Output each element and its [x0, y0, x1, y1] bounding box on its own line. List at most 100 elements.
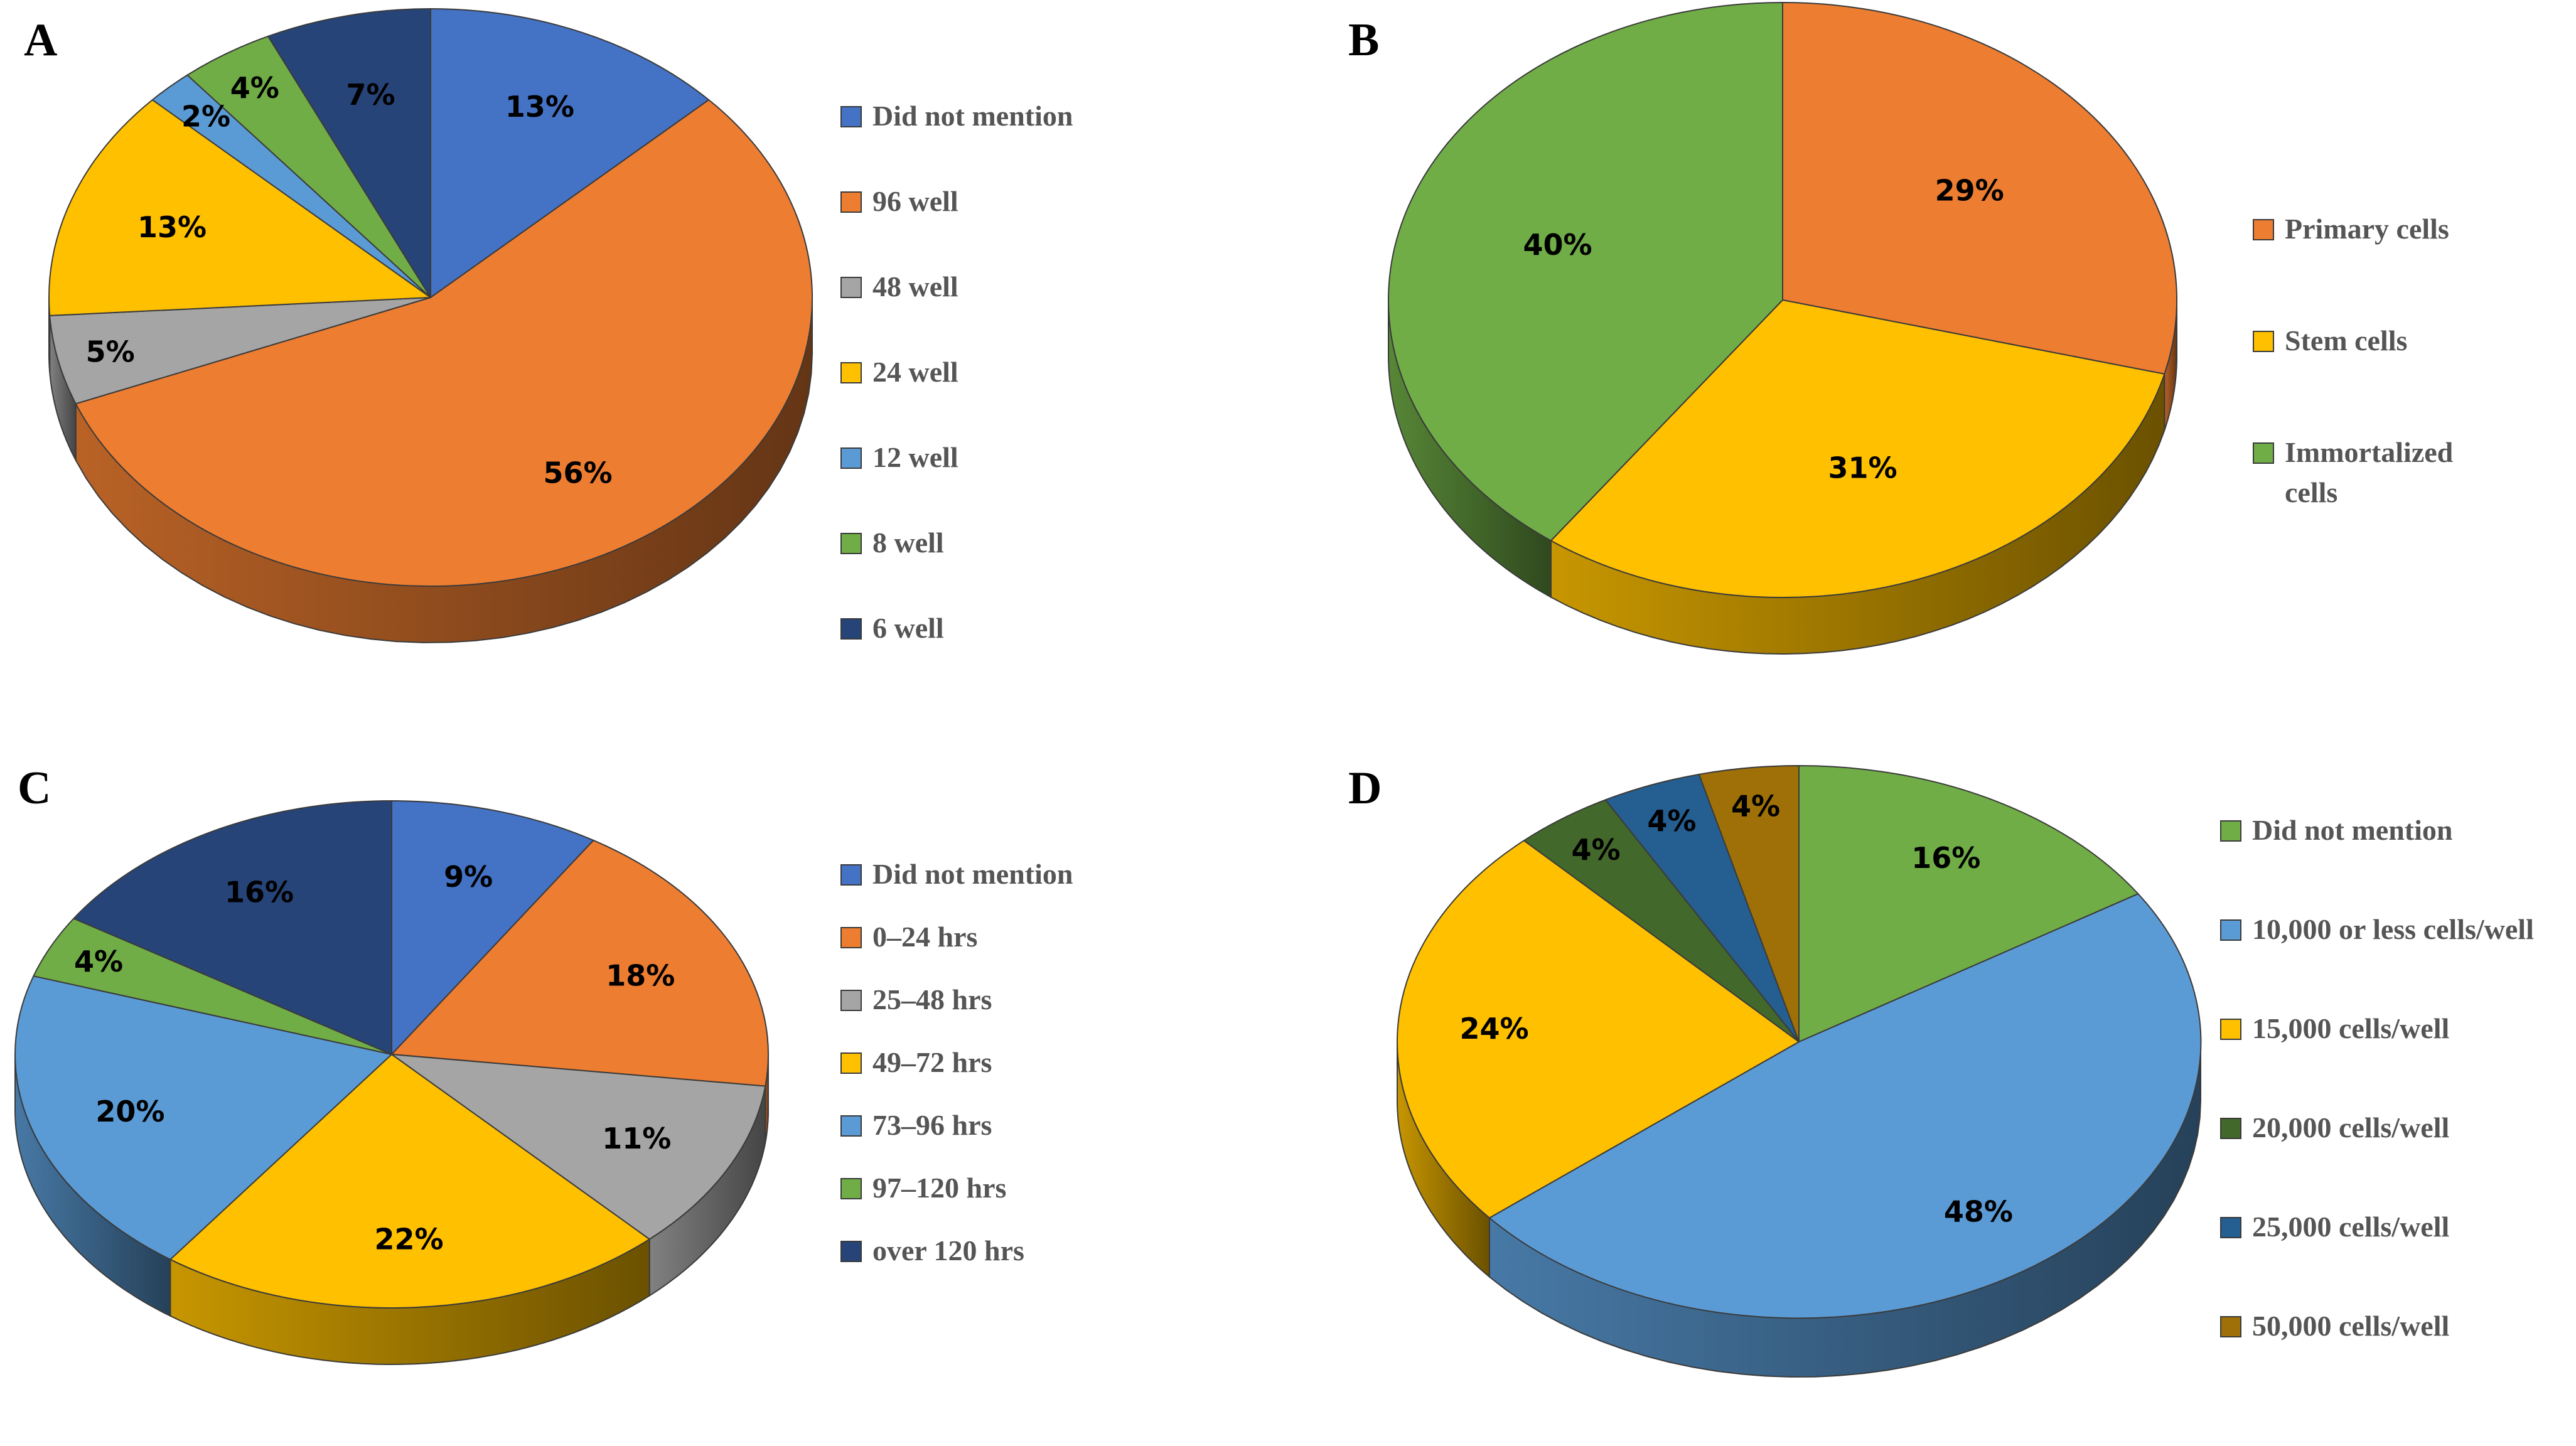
legend-label: 25–48 hrs — [872, 983, 992, 1015]
legend-label: Stem cells — [2285, 324, 2407, 356]
data-label-6-well: 7% — [346, 78, 395, 112]
data-label-did-not-mention: 16% — [1911, 841, 1980, 875]
pie-slice-did-not-mention — [1798, 765, 2139, 1042]
legend-swatch — [840, 927, 862, 948]
legend-item-10-000-or-less-cells-well: 10,000 or less cells/well — [2220, 913, 2534, 945]
legend-label: 73–96 hrs — [872, 1109, 992, 1141]
legend: Did not mention 96 well 48 well 24 well 12 w… — [840, 100, 1073, 644]
legend-label: 20,000 cells/well — [2252, 1111, 2449, 1143]
pie-slice-24-well — [48, 99, 431, 316]
legend-item-did-not-mention: Did not mention — [2220, 814, 2452, 846]
chart-panel-d: D 16% 48% 24% 4% 4% 4% Did not mention 10,000 or… — [1348, 763, 2534, 1378]
data-label-10-000-or-less-cells-well: 48% — [1944, 1195, 2013, 1229]
pie-top — [14, 800, 770, 1309]
legend-item-12-well: 12 well — [840, 441, 958, 473]
legend-label: 12 well — [872, 441, 958, 473]
data-label-immortalized-cells: 40% — [1523, 228, 1592, 262]
legend-label: Did not mention — [872, 858, 1073, 890]
legend-label: 8 well — [872, 527, 944, 559]
legend-swatch — [840, 277, 862, 298]
pie-slice-did-not-mention — [391, 800, 594, 1055]
data-label-did-not-mention: 9% — [444, 860, 493, 894]
legend-item-49-72-hrs: 49–72 hrs — [840, 1046, 992, 1078]
chart-panel-b: B 29% 31% 40% Primary cells Stem cells Immorta… — [1348, 2, 2454, 655]
pie-slice-25-48-hrs — [391, 1054, 766, 1240]
legend-item-primary-cells: Primary cells — [2253, 213, 2449, 245]
pie-slice-6-well — [267, 8, 431, 298]
legend: Primary cells Stem cells Immortalized cells — [2253, 213, 2454, 508]
legend-label: 25,000 cells/well — [2252, 1211, 2449, 1243]
legend-swatch — [840, 362, 862, 383]
legend-swatch — [840, 864, 862, 886]
legend-swatch — [2220, 820, 2241, 842]
legend-item-24-well: 24 well — [840, 356, 958, 388]
legend-item-6-well: 6 well — [840, 612, 944, 644]
legend-label: 48 well — [872, 270, 958, 303]
legend-item-did-not-mention: Did not mention — [840, 100, 1073, 132]
data-label-24-well: 13% — [137, 210, 207, 244]
legend-item-97-120-hrs: 97–120 hrs — [840, 1172, 1006, 1204]
legend-label: 0–24 hrs — [872, 921, 977, 953]
legend-swatch — [2220, 919, 2241, 941]
legend-swatch — [840, 1178, 862, 1199]
pie-slice-73-96-hrs — [14, 975, 392, 1260]
legend: Did not mention 10,000 or less cells/well… — [2220, 814, 2534, 1342]
data-label-25-48-hrs: 11% — [602, 1122, 671, 1155]
pie-slice-0-24-hrs — [391, 839, 770, 1087]
panel-letter-a: A — [24, 14, 57, 66]
legend-item-50-000-cells-well: 50,000 cells/well — [2220, 1310, 2449, 1342]
legend-item-stem-cells: Stem cells — [2253, 324, 2407, 356]
legend-swatch — [840, 1115, 862, 1137]
panel-letter-d: D — [1348, 763, 1382, 814]
pie-slice-primary-cells — [1782, 2, 2177, 375]
legend-item-over-120-hrs: over 120 hrs — [840, 1234, 1024, 1267]
pie-slice-50-000-cells-well — [1698, 764, 1800, 1042]
legend-item-73-96-hrs: 73–96 hrs — [840, 1109, 992, 1141]
legend-swatch — [840, 447, 862, 469]
legend-item-25-000-cells-well: 25,000 cells/well — [2220, 1211, 2449, 1243]
legend-label: 15,000 cells/well — [2252, 1012, 2449, 1044]
pie-slice-96-well — [75, 99, 813, 587]
legend-item-8-well: 8 well — [840, 527, 944, 559]
legend-item-25-48-hrs: 25–48 hrs — [840, 983, 992, 1015]
legend-label: 24 well — [872, 356, 958, 388]
data-label-0-24-hrs: 18% — [606, 958, 675, 992]
legend-swatch — [2220, 1217, 2241, 1238]
data-label-primary-cells: 29% — [1935, 174, 2004, 208]
pie-slice-immortalized-cells — [1388, 2, 1783, 542]
legend-label: Immortalized — [2285, 436, 2454, 468]
legend-item-immortalized-cells: Immortalized cells — [2253, 436, 2454, 508]
pie-slice-over-120-hrs — [73, 800, 392, 1055]
legend-swatch — [2253, 442, 2274, 464]
legend-swatch — [2253, 331, 2274, 352]
panel-letter-b: B — [1348, 14, 1379, 66]
data-label-12-well: 2% — [181, 100, 230, 134]
chart-panel-c: C 9% 18% 11% 22% 20% 4% 16% Did not mention 0–24 … — [14, 763, 1073, 1366]
data-label-97-120-hrs: 4% — [74, 945, 123, 978]
data-label-stem-cells: 31% — [1828, 451, 1897, 485]
data-label-over-120-hrs: 16% — [225, 876, 294, 909]
data-label-25-000-cells-well: 4% — [1647, 804, 1696, 838]
pie-top — [1397, 764, 2202, 1319]
legend-item-48-well: 48 well — [840, 270, 958, 303]
pie-slice-stem-cells — [1550, 299, 2165, 599]
legend-swatch — [840, 106, 862, 127]
legend-label: 10,000 or less cells/well — [2252, 913, 2534, 945]
legend-label: 97–120 hrs — [872, 1172, 1006, 1204]
data-label-96-well: 56% — [544, 456, 613, 490]
legend: Did not mention 0–24 hrs 25–48 hrs 49–72 hr… — [840, 858, 1073, 1267]
legend-swatch — [2253, 219, 2274, 240]
pie-slice-10-000-or-less-cells-well — [1488, 893, 2202, 1319]
panel-letter-c: C — [18, 763, 51, 814]
legend-label: Primary cells — [2285, 213, 2449, 245]
pie-slice-did-not-mention — [430, 8, 710, 298]
legend-item-did-not-mention: Did not mention — [840, 858, 1073, 890]
data-label-50-000-cells-well: 4% — [1731, 790, 1780, 823]
legend-swatch — [840, 990, 862, 1011]
pie-top — [1388, 2, 2177, 599]
legend-swatch — [840, 1052, 862, 1074]
legend-label: 50,000 cells/well — [2252, 1310, 2449, 1342]
legend-item-20-000-cells-well: 20,000 cells/well — [2220, 1111, 2449, 1143]
pie-top — [48, 8, 813, 587]
